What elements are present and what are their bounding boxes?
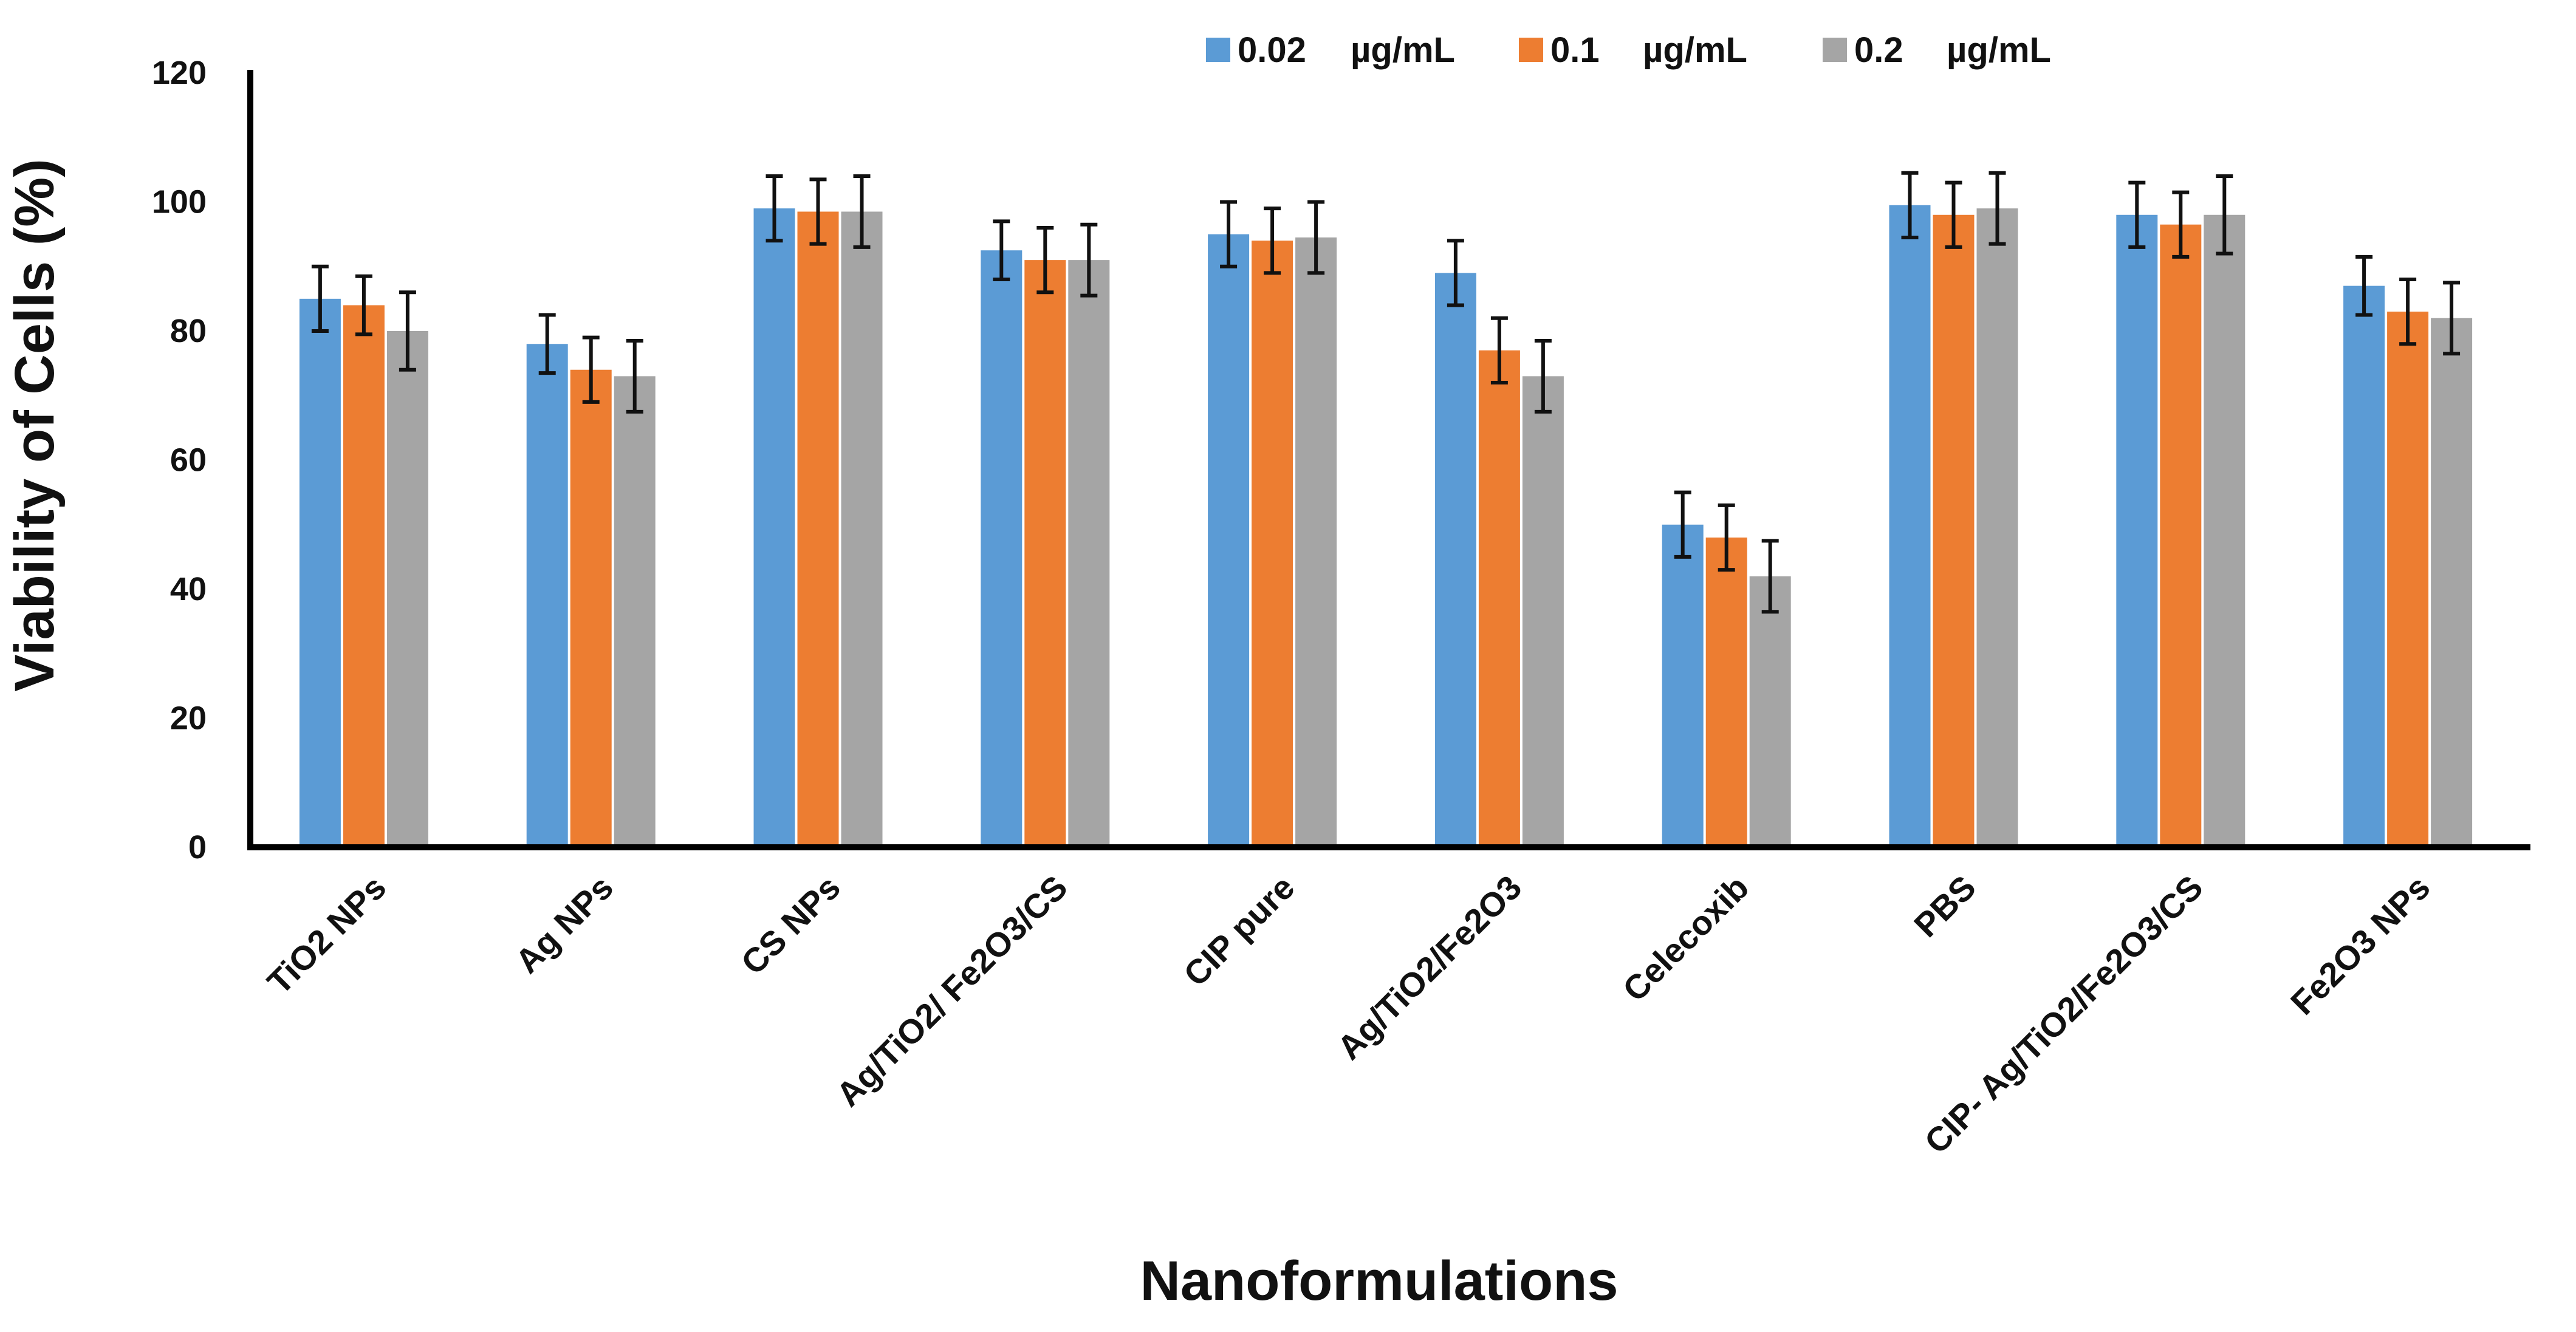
bar-0.2-2 [614, 376, 656, 847]
bar-0.02-7 [1662, 524, 1704, 847]
bar-0.2-10 [2431, 318, 2473, 847]
bar-0.1-10 [2387, 312, 2429, 847]
legend: 0.02 µg/mL 0.1 µg/mL 0.2 µg/mL [1206, 30, 2051, 70]
legend-label-0.02: 0.02 [1238, 30, 1306, 70]
legend-swatch-0.02 [1206, 38, 1230, 62]
bar-0.02-8 [1889, 205, 1931, 847]
y-tick-label: 60 [170, 442, 207, 479]
bar-0.1-8 [1933, 214, 1975, 847]
y-tick-label: 120 [152, 55, 207, 91]
bars [299, 205, 2473, 847]
bar-0.1-2 [570, 369, 612, 847]
bar-0.02-9 [2116, 214, 2158, 847]
bar-0.2-7 [1749, 576, 1791, 847]
y-tick-label: 100 [152, 184, 207, 220]
bar-0.1-9 [2160, 224, 2202, 847]
legend-unit-0.02: µg/mL [1351, 30, 1455, 70]
y-tick-label: 80 [170, 313, 207, 349]
x-tick-label: Fe2O3 NPs [2283, 868, 2437, 1022]
legend-unit-0.2: µg/mL [1947, 30, 2051, 70]
bar-0.1-1 [343, 305, 385, 847]
y-tick-label: 20 [170, 700, 207, 737]
axes [247, 70, 2530, 850]
x-tick-label: CIP pure [1176, 868, 1302, 994]
x-tick-label: Ag NPs [508, 868, 620, 980]
x-tick-label: TiO2 NPs [260, 868, 394, 1002]
bar-0.02-3 [753, 208, 795, 847]
legend-swatch-0.2 [1823, 38, 1847, 62]
legend-unit-0.1: µg/mL [1643, 30, 1747, 70]
bar-0.2-3 [841, 211, 883, 847]
y-ticks: 0 20 40 60 80 100 120 [152, 55, 207, 866]
bar-0.1-4 [1024, 260, 1066, 847]
y-tick-label: 0 [188, 829, 207, 866]
bar-0.2-8 [1976, 208, 2018, 847]
y-tick-label: 40 [170, 571, 207, 607]
bar-0.1-3 [797, 211, 839, 847]
bar-0.2-5 [1295, 237, 1337, 847]
bar-0.1-6 [1478, 350, 1520, 847]
x-tick-label: Celecoxib [1615, 868, 1756, 1009]
y-axis-title: Viability of Cells (%) [4, 159, 66, 692]
error-bars [311, 171, 2461, 614]
x-axis-title: Nanoformulations [1140, 1250, 1618, 1312]
bar-0.2-9 [2204, 214, 2245, 847]
bar-0.1-5 [1252, 241, 1293, 847]
bar-0.02-10 [2343, 285, 2385, 847]
bar-0.02-6 [1434, 273, 1476, 847]
bar-0.2-1 [386, 331, 428, 847]
legend-label-0.1: 0.1 [1550, 30, 1600, 70]
bar-0.1-7 [1705, 538, 1747, 847]
bar-0.02-2 [526, 344, 568, 847]
x-tick-label: CS NPs [733, 868, 848, 982]
bar-0.2-4 [1068, 260, 1110, 847]
bar-0.2-6 [1522, 376, 1564, 847]
bar-0.02-5 [1208, 234, 1250, 847]
x-tick-label: PBS [1906, 868, 1983, 944]
bar-0.02-4 [981, 250, 1023, 847]
legend-swatch-0.1 [1519, 38, 1543, 62]
legend-label-0.2: 0.2 [1854, 30, 1903, 70]
x-tick-label: Ag/TiO2/ Fe2O3/CS [829, 868, 1075, 1114]
x-tick-label: Ag/TiO2/Fe2O3 [1330, 868, 1529, 1067]
bar-0.02-1 [299, 298, 341, 847]
